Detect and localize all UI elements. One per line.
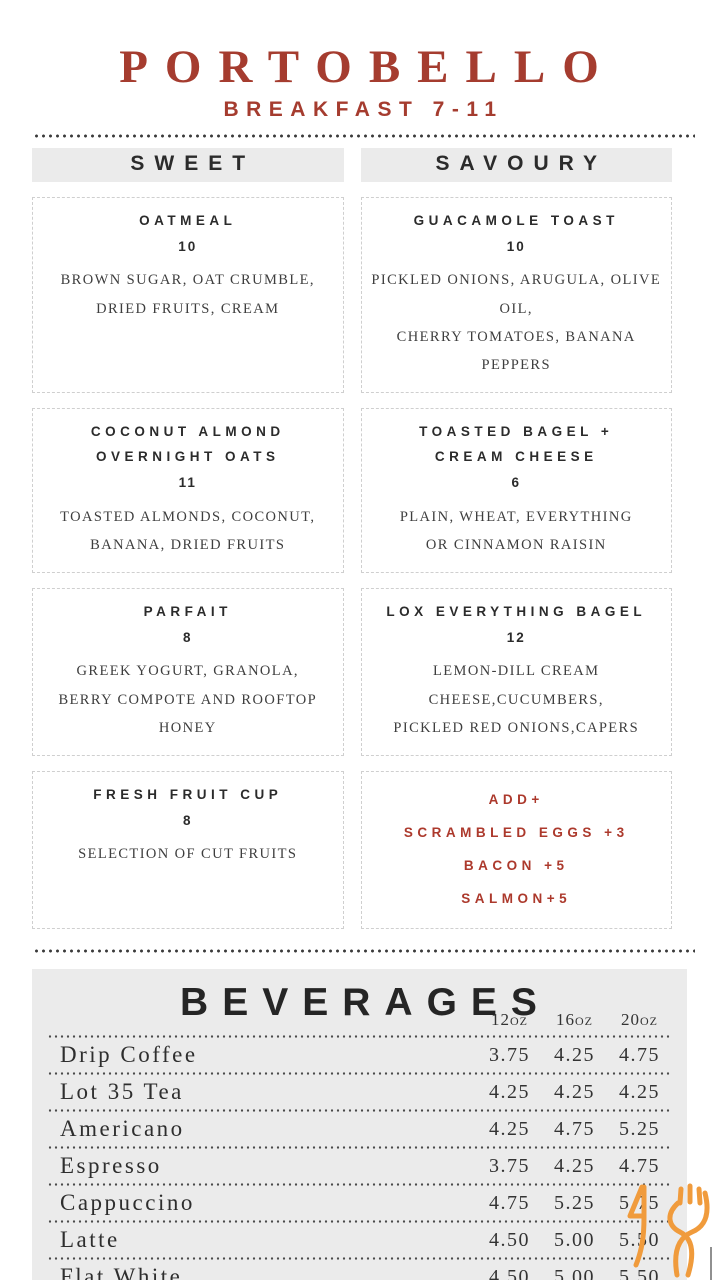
beverages-title: BEVERAGES	[180, 981, 551, 1025]
menu-item-name: PARFAIT	[143, 604, 232, 620]
addon-line: SCRAMBLED EGGS +3	[403, 825, 629, 841]
row-dotted-separator	[47, 1109, 672, 1113]
menu-item-description: SELECTION OF CUT FRUITS	[78, 846, 298, 863]
beverage-price: 4.25	[554, 1080, 595, 1103]
beverage-row: Espresso 3.75 4.25 4.75	[47, 1149, 672, 1183]
menu-item-box: TOASTED BAGEL + CREAM CHEESE 6 PLAIN, WHEA…	[360, 408, 672, 574]
beverage-name: Latte	[60, 1227, 120, 1253]
beverages-panel: BEVERAGES 12oz 16oz 20oz Drip Coffee 3.75 4.…	[32, 969, 687, 1280]
beverages-table: Drip Coffee 3.75 4.25 4.75 Lot 35 Tea 4.25 4.2…	[47, 1035, 672, 1280]
dotted-divider-top	[33, 134, 695, 139]
row-dotted-separator	[47, 1183, 672, 1187]
menu-item-box: FRESH FRUIT CUP 8 SELECTION OF CUT FRUITS	[32, 771, 344, 930]
beverage-row: Lot 35 Tea 4.25 4.25 4.25	[47, 1075, 672, 1109]
menu-item-price: 8	[182, 813, 193, 829]
restaurant-name: PORTOBELLO	[119, 41, 616, 93]
beverage-price: 5.00	[554, 1228, 595, 1251]
column-heading-sweet: SWEET	[32, 148, 344, 183]
beverage-price: 4.75	[619, 1154, 660, 1177]
menu-item-box: OATMEAL 10 BROWN SUGAR, OAT CRUMBLE, DRIED…	[32, 197, 344, 394]
menu-grid: SWEET SAVOURY OATMEAL 10 BROWN SUGAR, OAT CR…	[32, 148, 672, 930]
menu-item-name: OATMEAL	[139, 213, 237, 229]
menu-item-price: 10	[506, 239, 526, 255]
beverage-row: Flat White 4.50 5.00 5.50	[47, 1260, 672, 1280]
beverage-name: Flat White	[60, 1264, 183, 1280]
row-dotted-separator	[47, 1072, 672, 1076]
beverage-name: Drip Coffee	[60, 1042, 198, 1068]
size-header: 20oz	[621, 1010, 658, 1030]
menu-item-name: TOASTED BAGEL + CREAM CHEESE	[419, 424, 614, 465]
menu-item-price: 11	[178, 475, 197, 491]
fork-knife-logo-icon	[627, 1183, 710, 1278]
menu-item-description: TOASTED ALMONDS, COCONUT, BANANA, DRIED …	[60, 508, 316, 553]
beverage-price: 5.25	[619, 1117, 660, 1140]
beverage-price: 4.50	[489, 1265, 530, 1280]
menu-item-name: LOX EVERYTHING BAGEL	[386, 604, 647, 620]
beverage-price: 4.25	[489, 1080, 530, 1103]
row-dotted-separator	[47, 1035, 672, 1039]
row-dotted-separator	[47, 1146, 672, 1150]
column-heading-savoury: SAVOURY	[360, 148, 672, 183]
size-header: 12oz	[491, 1010, 528, 1030]
beverage-row: Latte 4.50 5.00 5.50	[47, 1223, 672, 1257]
beverage-price: 4.25	[554, 1043, 595, 1066]
row-dotted-separator	[47, 1220, 672, 1224]
menu-item-box: COCONUT ALMOND OVERNIGHT OATS 11 TOASTED A…	[32, 408, 344, 574]
addons-box: ADD+ SCRAMBLED EGGS +3 BACON +5 SALMON+5	[360, 771, 672, 930]
beverage-price: 4.50	[489, 1228, 530, 1251]
beverage-name: Espresso	[60, 1153, 162, 1179]
addon-line: ADD+	[488, 792, 544, 808]
menu-item-box: GUACAMOLE TOAST 10 PICKLED ONIONS, ARUGULA…	[360, 197, 672, 394]
beverage-row: Drip Coffee 3.75 4.25 4.75	[47, 1038, 672, 1072]
beverage-price: 3.75	[489, 1154, 530, 1177]
beverage-price: 5.50	[619, 1265, 660, 1280]
beverage-price: 5.25	[554, 1191, 595, 1214]
beverage-name: Lot 35 Tea	[60, 1079, 184, 1105]
beverage-row: Cappuccino 4.75 5.25 5.75	[47, 1186, 672, 1220]
beverage-price: 3.75	[489, 1043, 530, 1066]
beverage-name: Cappuccino	[60, 1190, 195, 1216]
menu-subtitle: BREAKFAST 7-11	[223, 98, 504, 122]
addon-line: BACON +5	[463, 858, 569, 874]
menu-item-name: COCONUT ALMOND OVERNIGHT OATS	[90, 424, 285, 465]
menu-item-price: 12	[506, 630, 526, 646]
beverage-price: 4.25	[619, 1080, 660, 1103]
dotted-divider-bottom	[33, 949, 695, 954]
beverage-row: Americano 4.25 4.75 5.25	[47, 1112, 672, 1146]
menu-item-box: LOX EVERYTHING BAGEL 12 LEMON-DILL CREAM C…	[360, 588, 672, 757]
size-header: 16oz	[556, 1010, 593, 1030]
size-headers: 12oz 16oz 20oz	[477, 1010, 672, 1030]
row-dotted-separator	[47, 1257, 672, 1261]
menu-item-name: FRESH FRUIT CUP	[93, 787, 283, 803]
beverage-price: 4.25	[554, 1154, 595, 1177]
menu-item-price: 10	[178, 239, 198, 255]
beverage-price: 4.75	[489, 1191, 530, 1214]
menu-item-price: 6	[511, 475, 521, 491]
menu-item-description: BROWN SUGAR, OAT CRUMBLE, DRIED FRUITS, …	[60, 272, 315, 317]
menu-item-description: PLAIN, WHEAT, EVERYTHING OR CINNAMON RAI…	[399, 508, 633, 553]
beverages-header: BEVERAGES 12oz 16oz 20oz	[47, 981, 672, 1029]
menu-item-description: LEMON-DILL CREAM CHEESE,CUCUMBERS, PICKL…	[393, 663, 640, 736]
menu-item-name: GUACAMOLE TOAST	[413, 213, 619, 229]
menu-item-description: GREEK YOGURT, GRANOLA, BERRY COMPOTE AND…	[58, 663, 318, 736]
beverage-price: 4.75	[619, 1043, 660, 1066]
beverage-price: 4.75	[554, 1117, 595, 1140]
page-edge-line	[710, 1247, 712, 1280]
menu-item-box: PARFAIT 8 GREEK YOGURT, GRANOLA, BERRY COM…	[32, 588, 344, 757]
beverage-price: 5.00	[554, 1265, 595, 1280]
beverage-price: 5.75	[619, 1191, 660, 1214]
addon-line: SALMON+5	[461, 891, 572, 907]
beverage-price: 4.25	[489, 1117, 530, 1140]
beverage-name: Americano	[60, 1116, 185, 1142]
beverage-price: 5.50	[619, 1228, 660, 1251]
menu-item-price: 8	[182, 630, 193, 646]
menu-item-description: PICKLED ONIONS, ARUGULA, OLIVE OIL, CHER…	[371, 272, 662, 374]
